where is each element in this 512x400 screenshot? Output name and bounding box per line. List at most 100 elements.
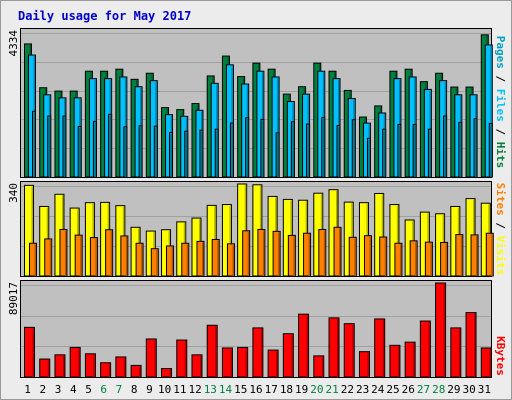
day-label: 23 — [356, 383, 369, 396]
legend-entry: Files — [494, 89, 507, 122]
sites-bar — [44, 238, 53, 277]
sites-bar — [135, 242, 144, 277]
legend: Sites / Visits — [494, 183, 507, 276]
kbytes-bar — [374, 318, 386, 378]
day-label: 27 — [417, 383, 430, 396]
sites-bar — [166, 245, 175, 277]
day-label: 20 — [310, 383, 323, 396]
sites-bar — [120, 235, 129, 277]
pages-bar — [458, 121, 463, 178]
pages-bar — [275, 132, 280, 178]
pages-bar — [351, 119, 356, 178]
kbytes-bar — [191, 354, 203, 378]
sites-bar — [105, 229, 114, 277]
day-label: 10 — [158, 383, 171, 396]
chart-title: Daily usage for May 2017 — [18, 9, 191, 23]
sites-bar — [409, 240, 418, 277]
pages-bar — [427, 128, 432, 178]
day-label: 19 — [295, 383, 308, 396]
day-label: 2 — [40, 383, 47, 396]
sites-bar — [59, 228, 68, 277]
legend: Pages / Files / Hits — [494, 36, 507, 169]
sites-bar — [89, 237, 98, 277]
pages-bar — [32, 110, 36, 178]
day-label: 5 — [85, 383, 92, 396]
day-label: 14 — [219, 383, 233, 396]
day-label: 8 — [131, 383, 138, 396]
day-label: 28 — [432, 383, 445, 396]
kbytes-bar — [176, 339, 188, 378]
day-label: 13 — [204, 383, 217, 396]
pages-bar — [473, 118, 478, 178]
ymax-label: 340 — [7, 183, 20, 203]
kbytes-bar — [161, 368, 173, 378]
pages-bar — [366, 137, 371, 178]
pages-bar — [397, 123, 402, 178]
sites-bar — [379, 236, 388, 277]
day-label: 4 — [70, 383, 77, 396]
pages-bar — [199, 129, 204, 178]
sites-bar — [181, 242, 190, 277]
kbytes-bar — [221, 347, 233, 378]
legend-entry: Visits — [494, 236, 507, 276]
day-label: 18 — [280, 383, 293, 396]
kbytes-bar — [343, 323, 355, 378]
kbytes-bar — [252, 327, 264, 378]
day-label: 26 — [402, 383, 415, 396]
sites-bar — [470, 234, 479, 277]
sites-bar — [287, 234, 296, 277]
kbytes-bar — [282, 333, 294, 378]
legend-entry: / — [494, 122, 507, 142]
day-label: 24 — [371, 383, 385, 396]
day-label: 17 — [265, 383, 278, 396]
legend-entry: Pages — [494, 36, 507, 69]
pages-bar — [108, 113, 113, 178]
kbytes-bar — [298, 313, 310, 378]
kbytes-bar — [404, 341, 416, 378]
sites-bar — [424, 241, 433, 277]
legend-entry: KBytes — [494, 336, 507, 376]
kbytes-bar — [100, 362, 112, 378]
kbytes-bar — [465, 312, 477, 378]
kbytes-bar — [84, 353, 96, 378]
day-label: 11 — [173, 383, 186, 396]
day-label: 31 — [478, 383, 491, 396]
kbytes-bar — [69, 346, 81, 378]
pages-bar — [229, 122, 234, 178]
sites-bar — [257, 228, 266, 277]
sites-bar — [303, 232, 312, 277]
day-label: 29 — [447, 383, 460, 396]
pages-bar — [169, 132, 174, 178]
sites-bar — [485, 232, 494, 277]
sites-bar — [348, 236, 357, 277]
kbytes-bar — [206, 324, 218, 378]
pages-bar — [260, 118, 265, 178]
sites-bar — [226, 243, 235, 277]
pages-bar — [153, 125, 158, 178]
pages-bar — [214, 128, 219, 178]
day-label: 15 — [234, 383, 247, 396]
pages-bar — [47, 115, 52, 178]
labels: 4334 340 89017 Pages / Files / Hits Sites / … — [7, 30, 507, 396]
pages-bar — [321, 116, 326, 178]
sites-bar — [455, 234, 464, 277]
day-label: 25 — [386, 383, 399, 396]
bars — [24, 34, 494, 378]
sites-bar — [333, 226, 342, 277]
kbytes-bar — [419, 320, 431, 378]
pages-bar — [336, 124, 341, 178]
pages-bar — [382, 128, 387, 178]
ymax-label: 89017 — [7, 282, 20, 315]
kbytes-bar — [237, 346, 249, 378]
kbytes-bar — [115, 356, 127, 378]
sites-bar — [440, 241, 449, 277]
kbytes-bar — [145, 338, 157, 378]
pages-bar — [123, 126, 128, 178]
legend-entry: Hits — [494, 142, 507, 169]
pages-bar — [488, 122, 493, 178]
sites-bar — [242, 230, 251, 277]
pages-bar — [77, 125, 82, 178]
day-label: 16 — [249, 383, 262, 396]
day-label: 7 — [116, 383, 123, 396]
